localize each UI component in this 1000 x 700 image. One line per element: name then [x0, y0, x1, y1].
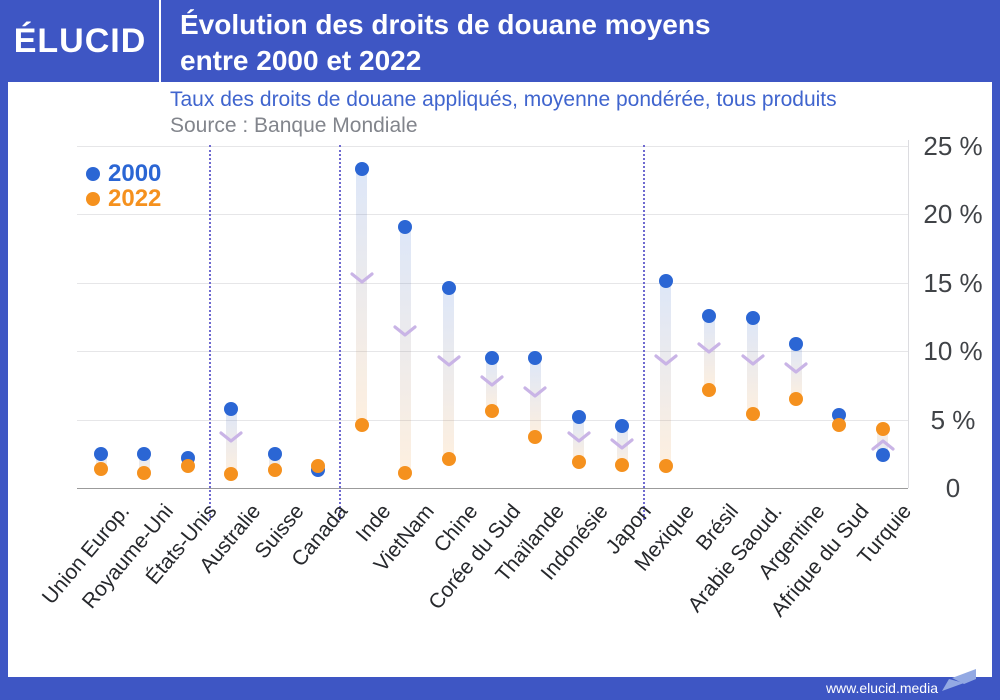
legend-item-2022: 2022: [86, 184, 162, 212]
elucid-logo: ÉLUCID: [13, 21, 147, 60]
page-title: Évolution des droits de douane moyens en…: [180, 7, 711, 79]
chart-subtitle: Taux des droits de douane appliqués, moy…: [170, 88, 837, 111]
legend-dot-2000: [86, 166, 100, 181]
legend-label-2022: 2022: [108, 184, 162, 212]
elucid-flag-icon: [942, 669, 976, 691]
title-line-2: entre 2000 et 2022: [180, 45, 422, 76]
chart-legend: 2000 2022: [86, 159, 162, 212]
footer-url: www.elucid.media: [825, 680, 938, 696]
legend-dot-2022: [86, 191, 100, 206]
footer-bar: [0, 677, 1000, 700]
header: ÉLUCID Évolution des droits de douane mo…: [0, 0, 1000, 84]
header-divider: [159, 0, 161, 84]
legend-item-2000: 2000: [86, 159, 162, 187]
title-line-1: Évolution des droits de douane moyens: [180, 9, 711, 40]
legend-label-2000: 2000: [108, 159, 162, 187]
logo-box: ÉLUCID: [0, 0, 160, 82]
chart-source: Source : Banque Mondiale: [170, 114, 418, 137]
